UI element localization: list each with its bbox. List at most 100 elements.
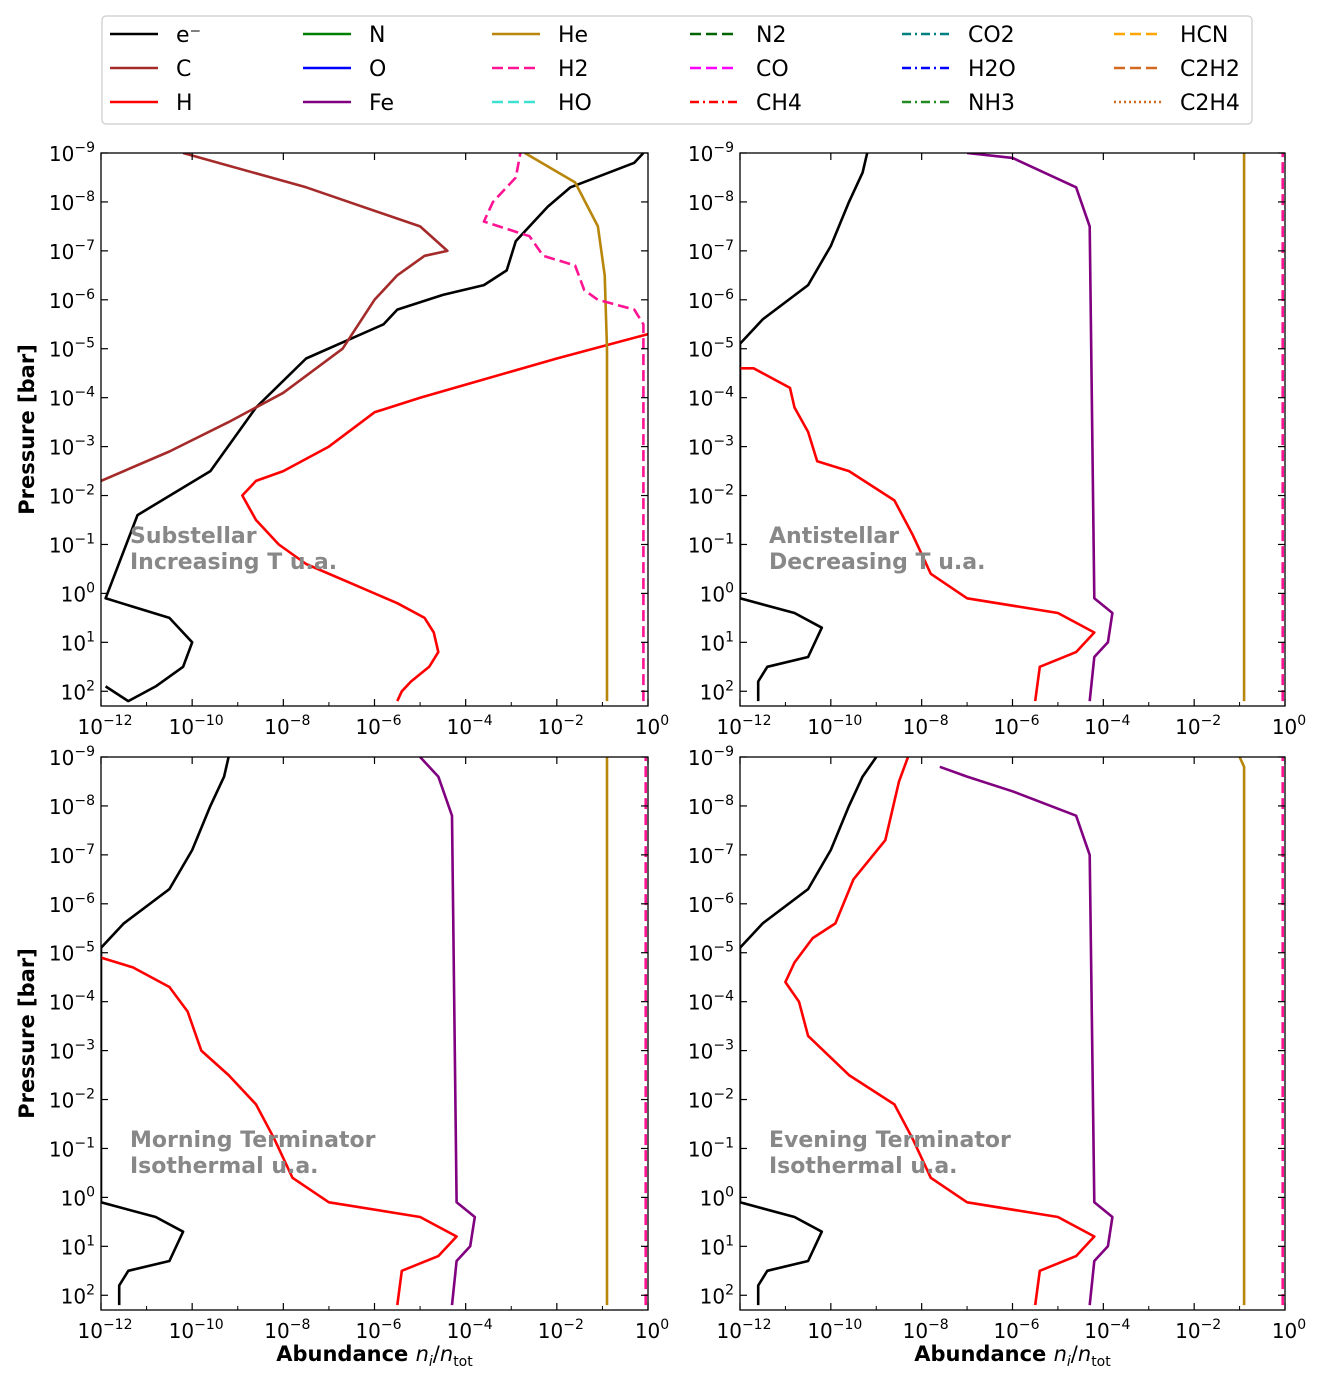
legend-label: HCN	[1180, 23, 1228, 48]
x-axis-label: Abundance ni/ntot	[914, 1342, 1111, 1370]
x-tick-label: 10−4	[1084, 1317, 1130, 1343]
legend-entry: H	[110, 91, 193, 116]
y-tick-label: 10−2	[688, 1087, 734, 1113]
y-tick-label: 102	[700, 1282, 734, 1308]
y-tick-label: 101	[61, 629, 95, 655]
chart-panel: 10−12 10−10 10−8 10−6 10−4 10−2 100 10−9 10−8 10−…	[688, 744, 1306, 1370]
legend-label: N	[369, 23, 385, 48]
series-line	[740, 367, 1096, 702]
panel-label: Substellar	[130, 524, 257, 549]
x-tick-label: 10−10	[169, 1317, 224, 1343]
x-tick-label: 10−6	[993, 713, 1039, 739]
legend-entry: e⁻	[110, 23, 201, 48]
y-tick-label: 10−5	[49, 940, 95, 966]
legend-label: CO	[756, 57, 789, 82]
y-tick-label: 10−9	[688, 744, 734, 770]
series-line	[419, 757, 477, 1306]
x-tick-label: 10−2	[1175, 1317, 1221, 1343]
series-line	[101, 757, 230, 1306]
y-tick-label: 10−7	[49, 842, 95, 868]
legend-entry: C	[110, 57, 191, 82]
legend-label: C2H4	[1180, 91, 1240, 116]
y-tick-label: 101	[61, 1233, 95, 1259]
x-tick-label: 10−6	[993, 1317, 1039, 1343]
series-line	[101, 956, 458, 1306]
panel-label: Isothermal u.a.	[769, 1154, 958, 1179]
x-tick-label: 10−12	[717, 1317, 772, 1343]
panel-label: Decreasing T u.a.	[769, 550, 985, 575]
y-tick-label: 10−8	[688, 793, 734, 819]
y-tick-label: 102	[700, 678, 734, 704]
y-tick-label: 10−3	[688, 1038, 734, 1064]
panel-label: Isothermal u.a.	[130, 1154, 319, 1179]
legend-label: e⁻	[176, 23, 201, 48]
y-tick-label: 10−7	[49, 238, 95, 264]
x-tick-label: 10−10	[169, 713, 224, 739]
legend-entry: CO	[690, 57, 789, 82]
y-tick-label: 10−7	[688, 238, 734, 264]
y-tick-label: 10−6	[688, 287, 734, 313]
legend-entry: H2O	[902, 57, 1016, 82]
legend-entry: NH3	[902, 91, 1015, 116]
legend-entry: N	[303, 23, 385, 48]
x-tick-label: 10−12	[717, 713, 772, 739]
x-tick-label: 10−2	[1175, 713, 1221, 739]
panel-label: Increasing T u.a.	[130, 550, 337, 575]
y-axis-label: Pressure [bar]	[15, 344, 39, 515]
legend-entry: He	[492, 23, 588, 48]
y-tick-label: 10−9	[49, 744, 95, 770]
y-tick-label: 101	[700, 629, 734, 655]
y-tick-label: 100	[700, 1184, 734, 1210]
legend-entry: H2	[492, 57, 589, 82]
series-line	[104, 153, 645, 703]
y-tick-label: 10−1	[688, 1135, 734, 1161]
y-tick-label: 10−8	[49, 189, 95, 215]
legend-entry: C2H2	[1114, 57, 1240, 82]
y-tick-label: 100	[61, 1184, 95, 1210]
y-tick-label: 100	[61, 580, 95, 606]
x-tick-label: 10−4	[447, 713, 493, 739]
y-tick-label: 10−3	[49, 434, 95, 460]
legend: e⁻ CH NO Fe He H2 HO N2 CO CH4 CO2 H2O NH3 HCN C2H2 C2H…	[101, 15, 1253, 125]
x-tick-label: 10−2	[538, 1317, 584, 1343]
y-tick-label: 102	[61, 678, 95, 704]
y-tick-label: 10−5	[49, 336, 95, 362]
x-tick-label: 10−12	[78, 1317, 133, 1343]
legend-entry: CO2	[902, 23, 1015, 48]
plot-frame	[739, 152, 1286, 707]
y-tick-label: 10−4	[49, 385, 95, 411]
series-line	[740, 757, 878, 1306]
legend-label: Fe	[369, 91, 394, 116]
panel-label: Evening Terminator	[769, 1128, 1011, 1153]
series-line	[482, 153, 645, 702]
chart-panel: 10−12 10−10 10−8 10−6 10−4 10−2 100 10−9 10−8 10−…	[688, 140, 1306, 739]
y-tick-label: 101	[700, 1233, 734, 1259]
y-tick-label: 10−1	[49, 531, 95, 557]
legend-label: O	[369, 57, 386, 82]
x-tick-label: 100	[1272, 713, 1306, 739]
x-tick-label: 10−6	[355, 713, 401, 739]
series-line	[101, 153, 449, 483]
y-tick-label: 10−4	[688, 989, 734, 1015]
x-axis-label: Abundance ni/ntot	[276, 1342, 473, 1370]
series-line	[1238, 757, 1246, 1306]
y-tick-label: 10−6	[688, 891, 734, 917]
y-tick-label: 10−1	[688, 531, 734, 557]
legend-label: He	[558, 23, 588, 48]
y-tick-label: 10−8	[49, 793, 95, 819]
legend-entry: CH4	[690, 91, 802, 116]
plot-frame	[739, 756, 1286, 1311]
y-tick-label: 10−2	[688, 483, 734, 509]
x-tick-label: 10−10	[807, 713, 862, 739]
y-tick-label: 10−4	[688, 385, 734, 411]
legend-label: H2	[558, 57, 589, 82]
y-tick-label: 10−6	[49, 891, 95, 917]
x-tick-label: 10−2	[538, 713, 584, 739]
x-tick-label: 100	[635, 713, 669, 739]
y-tick-label: 10−2	[49, 1087, 95, 1113]
y-axis-label: Pressure [bar]	[15, 948, 39, 1119]
x-tick-label: 10−8	[903, 1317, 949, 1343]
y-tick-label: 10−6	[49, 287, 95, 313]
series-line	[740, 153, 869, 702]
